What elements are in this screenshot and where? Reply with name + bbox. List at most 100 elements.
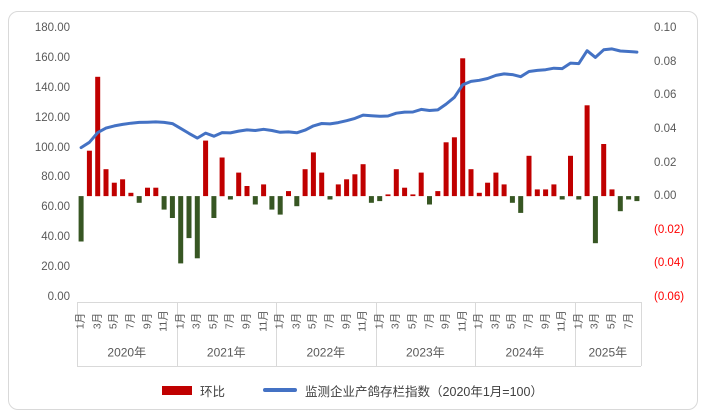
mom-change-bar [393,169,399,197]
mom-change-bar [443,142,449,197]
mom-change-bar [526,155,532,197]
mom-change-bar [451,137,457,197]
month-tick-label: 11月 [257,310,270,332]
mom-change-bar [493,172,499,197]
y-axis-right-tick: (0.04) [654,257,685,270]
month-tick-label: 11月 [456,310,469,332]
mom-change-bar [485,182,491,197]
mom-change-bar [460,58,466,197]
mom-change-bar [601,144,607,197]
month-tick-label: 9月 [539,312,552,330]
month-tick-label: 7月 [522,312,535,330]
y-axis-left-tick: 0.00 [47,291,70,303]
y-axis-left-tick: 60.00 [41,201,70,214]
month-tick-label: 1月 [273,312,286,330]
mom-change-bar [551,184,557,197]
mom-change-bar [568,155,573,197]
mom-change-bar [161,196,167,210]
mom-change-bar [418,172,424,197]
mom-change-bar [252,196,258,205]
mom-change-bar [244,186,250,197]
mom-change-bar [120,179,126,197]
mom-change-bar [468,169,474,197]
legend-item-mom: 环比 [162,381,225,400]
mom-change-bar [236,172,242,197]
mom-change-bar [344,179,350,197]
legend-label-mom: 环比 [200,384,226,399]
month-tick-label: 1月 [174,312,187,330]
year-separator-line [77,302,78,366]
year-tick-label: 2020年 [107,345,147,360]
mom-change-bar [219,157,225,197]
mom-bar-swatch-icon [162,385,193,395]
mom-change-bar [501,184,507,197]
month-tick-label: 7月 [223,312,236,330]
y-axis-left-tick: 120.00 [34,111,70,124]
mom-change-bar [269,196,275,210]
mom-change-bar [543,189,549,197]
y-axis-right-tick: 0.02 [654,156,677,169]
month-tick-label: 1月 [472,312,485,330]
chart-legend: 环比 监测企业产鸽存栏指数（2020年1月=100） [0,377,705,403]
chart-frame [8,11,698,410]
y-axis-right-tick: 0.06 [654,89,677,102]
month-tick-label: 5月 [107,312,120,330]
mom-change-bar [634,196,640,202]
mom-change-bar [227,196,233,200]
mom-change-bar [128,192,134,197]
month-tick-label: 3月 [190,312,203,330]
mom-change-bar [352,174,358,197]
month-tick-label: 9月 [141,312,153,330]
year-separator-line [276,302,278,366]
mom-change-bar [178,196,184,264]
mom-change-bar [203,140,209,197]
year-separator-line [176,302,178,366]
year-tick-label: 2023年 [405,345,445,360]
y-axis-left-tick: 140.00 [34,81,70,94]
y-axis-left-tick: 20.00 [41,261,70,274]
mom-change-bar [534,189,540,197]
mom-change-bar [576,196,582,200]
mom-change-bar [476,192,482,197]
mom-change-bar [294,196,300,207]
month-tick-label: 1月 [74,312,87,330]
mom-change-bar [327,196,333,200]
month-tick-label: 11月 [356,310,369,332]
month-tick-label: 3月 [290,312,303,330]
y-axis-right-tick: 0.10 [654,22,677,34]
mom-change-bar [368,196,374,203]
mom-change-bar [103,169,109,197]
x-axis-border [77,302,641,303]
legend-label-index: 监测企业产鸽存栏指数（2020年1月=100） [305,384,543,399]
mom-change-bar [286,191,291,197]
month-tick-label: 7月 [323,312,336,330]
mom-change-bar [584,105,590,197]
y-axis-right-tick: 0.08 [654,55,677,68]
month-tick-label: 11月 [555,310,568,332]
month-tick-label: 3月 [389,312,402,330]
month-tick-label: 3月 [588,312,601,330]
mom-change-bar [609,189,615,197]
month-tick-label: 1月 [373,312,386,330]
mom-change-bar [592,196,598,244]
mom-change-bar [559,196,565,200]
mom-change-bar [111,182,117,197]
month-tick-label: 5月 [505,312,518,330]
mom-change-bar [145,187,150,197]
y-axis-left-tick: 100.00 [34,141,70,154]
mom-change-bar [360,164,366,197]
month-tick-label: 5月 [605,312,618,330]
index-line [79,47,639,150]
year-tick-label: 2025年 [588,345,628,360]
y-axis-left-tick: 160.00 [34,51,70,64]
mom-change-bar [402,187,408,197]
month-tick-label: 3月 [489,312,502,330]
y-axis-right-tick: (0.06) [654,291,685,303]
mom-change-bar [302,169,308,197]
mom-change-bar [427,196,432,205]
mom-change-bar [186,196,192,239]
month-tick-label: 1月 [572,312,585,330]
mom-change-bar [261,184,267,197]
